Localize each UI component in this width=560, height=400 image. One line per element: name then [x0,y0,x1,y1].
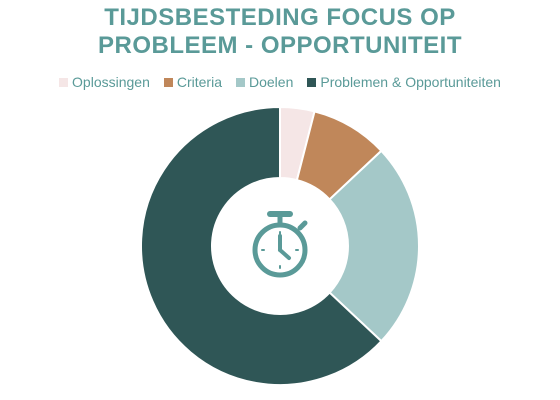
legend-item-criteria: Criteria [163,74,222,90]
legend-swatch-problemen [307,77,317,87]
legend-label-doelen: Doelen [249,74,294,90]
legend-label-problemen: Problemen & Opportuniteiten [320,74,501,90]
legend-swatch-doelen [236,77,245,87]
donut-slices [140,105,420,386]
legend-swatch-oplossingen [59,77,69,87]
chart-title-line-2: PROBLEEM - OPPORTUNITEIT [97,32,462,59]
chart-title: TIJDSBESTEDING FOCUS OP PROBLEEM - OPPOR… [0,4,560,60]
legend-item-oplossingen: Oplossingen [59,74,150,90]
stopwatch-icon [252,211,308,278]
legend-label-criteria: Criteria [176,74,222,90]
legend-item-doelen: Doelen [236,74,293,90]
legend-swatch-criteria [163,77,173,87]
chart-title-line-1: TIJDSBESTEDING FOCUS OP [104,4,456,31]
legend-item-problemen: Problemen & Opportuniteiten [307,74,501,90]
chart-legend: Oplossingen Criteria Doelen Problemen & … [0,74,560,90]
legend-label-oplossingen: Oplossingen [72,74,150,90]
